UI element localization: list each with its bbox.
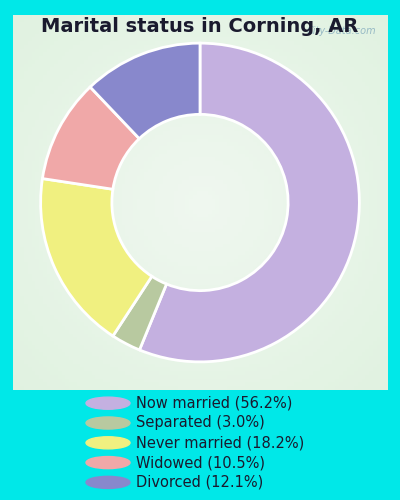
- Text: Widowed (10.5%): Widowed (10.5%): [136, 455, 265, 470]
- Text: Divorced (12.1%): Divorced (12.1%): [136, 475, 263, 490]
- Text: City-Data.com: City-Data.com: [307, 26, 376, 36]
- Text: Now married (56.2%): Now married (56.2%): [136, 396, 292, 410]
- Wedge shape: [41, 178, 152, 336]
- Text: Marital status in Corning, AR: Marital status in Corning, AR: [41, 18, 359, 36]
- Text: Separated (3.0%): Separated (3.0%): [136, 416, 265, 430]
- Circle shape: [86, 437, 130, 449]
- Wedge shape: [113, 276, 166, 350]
- Circle shape: [86, 456, 130, 468]
- Circle shape: [86, 397, 130, 409]
- Text: Never married (18.2%): Never married (18.2%): [136, 436, 304, 450]
- Wedge shape: [140, 43, 359, 362]
- Wedge shape: [90, 43, 200, 138]
- Circle shape: [86, 417, 130, 429]
- Circle shape: [86, 476, 130, 488]
- Wedge shape: [42, 87, 139, 190]
